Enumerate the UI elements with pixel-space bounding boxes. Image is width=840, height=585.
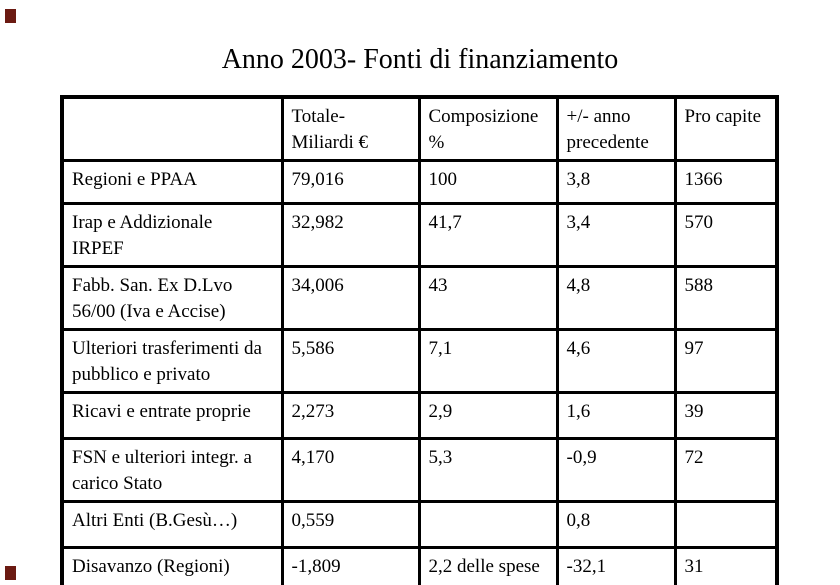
cell-pro-capite: 31	[673, 546, 779, 585]
row-label: Ricavi e entrate proprie	[60, 391, 284, 440]
cell-composizione	[417, 500, 559, 549]
cell-pro-capite: 570	[673, 202, 779, 268]
cell-totale: 79,016	[280, 159, 421, 205]
table-row: Fabb. San. Ex D.Lvo 56/00 (Iva e Accise)…	[60, 265, 779, 331]
cell-pro-capite: 72	[673, 437, 779, 503]
cell-composizione: 2,9	[417, 391, 559, 440]
cell-composizione: 100	[417, 159, 559, 205]
header-composizione: Composizione %	[417, 95, 559, 162]
cell-anno-precedente: 4,8	[555, 265, 677, 331]
cell-anno-precedente: 3,8	[555, 159, 677, 205]
cell-pro-capite: 39	[673, 391, 779, 440]
cell-anno-precedente: 3,4	[555, 202, 677, 268]
row-label: Irap e Addizionale IRPEF	[60, 202, 284, 268]
table-row: Ulteriori trasferimenti da pubblico e pr…	[60, 328, 779, 394]
row-label: Regioni e PPAA	[60, 159, 284, 205]
financing-sources-table: Totale- Miliardi € Composizione % +/- an…	[60, 95, 779, 585]
cell-anno-precedente: -32,1	[555, 546, 677, 585]
cell-totale: 5,586	[280, 328, 421, 394]
cell-pro-capite	[673, 500, 779, 549]
header-totale-miliardi: Totale- Miliardi €	[280, 95, 421, 162]
table-row: Irap e Addizionale IRPEF 32,982 41,7 3,4…	[60, 202, 779, 268]
table-row: Ricavi e entrate proprie 2,273 2,9 1,6 3…	[60, 391, 779, 440]
header-empty	[60, 95, 284, 162]
cell-anno-precedente: 1,6	[555, 391, 677, 440]
cell-totale: 4,170	[280, 437, 421, 503]
cell-totale: -1,809	[280, 546, 421, 585]
cell-totale: 2,273	[280, 391, 421, 440]
cell-anno-precedente: 4,6	[555, 328, 677, 394]
cell-pro-capite: 588	[673, 265, 779, 331]
table-row: FSN e ulteriori integr. a carico Stato 4…	[60, 437, 779, 503]
cell-composizione: 41,7	[417, 202, 559, 268]
header-pro-capite: Pro capite	[673, 95, 779, 162]
row-label: Disavanzo (Regioni)	[60, 546, 284, 585]
cell-totale: 32,982	[280, 202, 421, 268]
cell-anno-precedente: 0,8	[555, 500, 677, 549]
cell-totale: 34,006	[280, 265, 421, 331]
cell-composizione: 43	[417, 265, 559, 331]
corner-mark-bottom-left	[5, 566, 16, 580]
cell-composizione: 2,2 delle spese	[417, 546, 559, 585]
cell-composizione: 7,1	[417, 328, 559, 394]
cell-composizione: 5,3	[417, 437, 559, 503]
row-label: FSN e ulteriori integr. a carico Stato	[60, 437, 284, 503]
cell-pro-capite: 97	[673, 328, 779, 394]
row-label: Altri Enti (B.Gesù…)	[60, 500, 284, 549]
cell-anno-precedente: -0,9	[555, 437, 677, 503]
table-row: Disavanzo (Regioni) -1,809 2,2 delle spe…	[60, 546, 779, 585]
page-title: Anno 2003- Fonti di finanziamento	[221, 44, 619, 75]
row-label: Fabb. San. Ex D.Lvo 56/00 (Iva e Accise)	[60, 265, 284, 331]
table-row: Altri Enti (B.Gesù…) 0,559 0,8	[60, 500, 779, 549]
table-header-row: Totale- Miliardi € Composizione % +/- an…	[60, 95, 779, 162]
corner-mark-top-left	[5, 9, 16, 23]
header-anno-precedente: +/- anno precedente	[555, 95, 677, 162]
cell-totale: 0,559	[280, 500, 421, 549]
cell-pro-capite: 1366	[673, 159, 779, 205]
table-row: Regioni e PPAA 79,016 100 3,8 1366	[60, 159, 779, 205]
row-label: Ulteriori trasferimenti da pubblico e pr…	[60, 328, 284, 394]
